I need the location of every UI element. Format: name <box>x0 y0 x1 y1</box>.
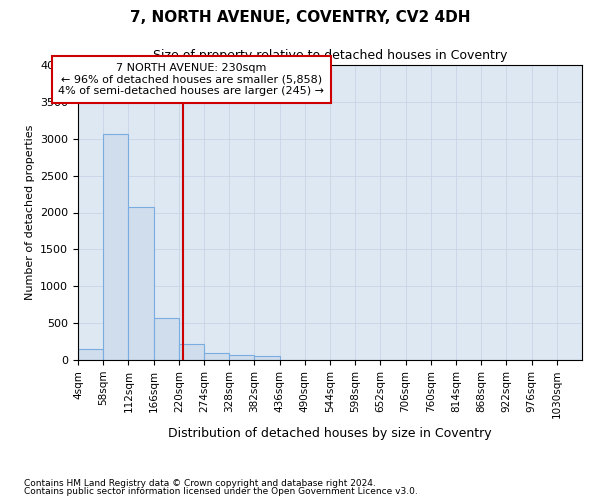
Bar <box>254 356 280 360</box>
Text: 7, NORTH AVENUE, COVENTRY, CV2 4DH: 7, NORTH AVENUE, COVENTRY, CV2 4DH <box>130 10 470 25</box>
Text: Contains HM Land Registry data © Crown copyright and database right 2024.: Contains HM Land Registry data © Crown c… <box>24 478 376 488</box>
Bar <box>229 355 254 360</box>
Title: Size of property relative to detached houses in Coventry: Size of property relative to detached ho… <box>153 50 507 62</box>
Text: Contains public sector information licensed under the Open Government Licence v3: Contains public sector information licen… <box>24 487 418 496</box>
Y-axis label: Number of detached properties: Number of detached properties <box>25 125 35 300</box>
Bar <box>204 354 229 360</box>
Bar <box>78 348 103 360</box>
Bar <box>154 318 179 360</box>
Bar <box>103 134 128 360</box>
Bar <box>179 344 204 360</box>
Bar <box>128 208 154 360</box>
Text: 7 NORTH AVENUE: 230sqm
← 96% of detached houses are smaller (5,858)
4% of semi-d: 7 NORTH AVENUE: 230sqm ← 96% of detached… <box>58 63 325 96</box>
X-axis label: Distribution of detached houses by size in Coventry: Distribution of detached houses by size … <box>168 426 492 440</box>
